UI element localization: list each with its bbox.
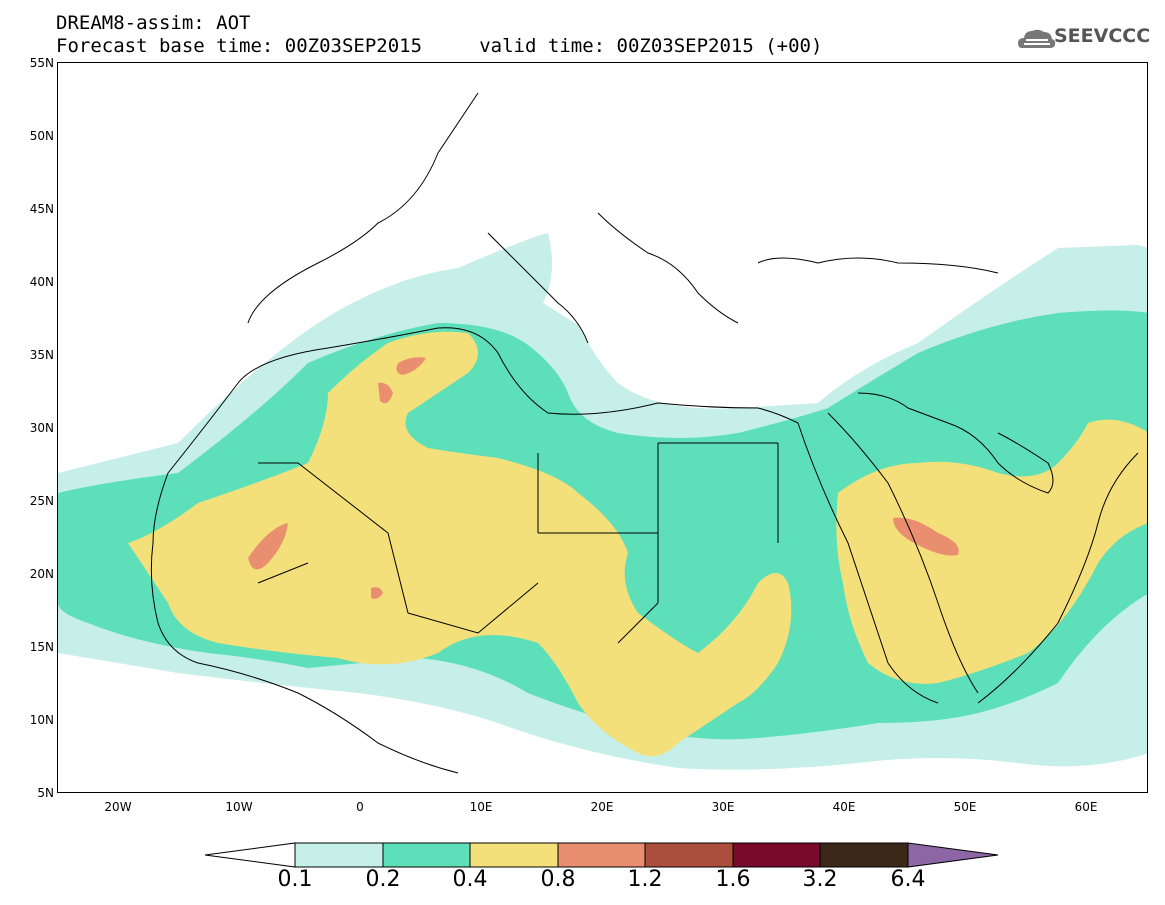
lat-label: 15N: [29, 640, 54, 654]
lon-label: 50E: [953, 800, 977, 814]
colorbar-label: 6.4: [890, 867, 926, 892]
lon-label: 10E: [469, 800, 493, 814]
aot-patch-0-8-d: [893, 517, 959, 556]
aot-patch-0-8-e: [371, 587, 383, 599]
lat-label: 55N: [29, 56, 54, 70]
lat-label: 30N: [29, 421, 54, 435]
colorbar-label: 1.6: [715, 867, 751, 892]
map-title: DREAM8-assim: AOT: [56, 12, 251, 34]
aot-band-0-4-arabia: [836, 419, 1147, 684]
colorbar-segment: [469, 842, 559, 868]
colorbar-high-arrow: [907, 842, 999, 868]
aot-band-0-4-sahara: [128, 331, 792, 757]
coastline-red-sea: [797, 412, 979, 704]
lat-label: 45N: [29, 202, 54, 216]
country-borders: [257, 392, 949, 644]
lon-label: 10W: [225, 800, 253, 814]
lon-label: 20E: [590, 800, 614, 814]
colorbar-segment: [644, 842, 734, 868]
coastline-arabia: [977, 452, 1139, 704]
coastline-persian-gulf: [947, 422, 1054, 494]
lat-label: 40N: [29, 275, 54, 289]
lat-label: 35N: [29, 348, 54, 362]
lat-label: 25N: [29, 494, 54, 508]
colorbar-label: 0.8: [540, 867, 576, 892]
lat-label: 10N: [29, 713, 54, 727]
colorbar-low-arrow: [205, 842, 296, 868]
colorbar-segment: [732, 842, 821, 868]
cloud-logo-icon: [1018, 29, 1056, 48]
aot-patch-0-8-a: [248, 523, 288, 570]
aot-patch-0-8-c: [378, 382, 393, 404]
coastline-europe: [247, 92, 999, 344]
logo-text: SEEVCCC: [1054, 25, 1151, 47]
lon-label: 30E: [711, 800, 735, 814]
colorbar-segment: [557, 842, 646, 868]
colorbar: [205, 842, 999, 868]
lon-label: 20W: [104, 800, 132, 814]
aot-map: [58, 92, 1147, 774]
colorbar-label: 3.2: [802, 867, 838, 892]
aot-patch-0-8-b: [396, 357, 426, 375]
colorbar-label: 0.1: [277, 867, 313, 892]
colorbar-segment: [819, 842, 909, 868]
lon-label: 60E: [1074, 800, 1098, 814]
colorbar-label: 1.2: [627, 867, 663, 892]
colorbar-label: 0.4: [452, 867, 488, 892]
colorbar-segment: [382, 842, 471, 868]
lon-label: 40E: [832, 800, 856, 814]
lat-label: 50N: [29, 129, 54, 143]
colorbar-segment: [294, 842, 384, 868]
lat-label: 5N: [37, 786, 54, 800]
lat-label: 20N: [29, 567, 54, 581]
lon-label: 0: [356, 800, 364, 814]
colorbar-label: 0.2: [365, 867, 401, 892]
forecast-times: Forecast base time: 00Z03SEP2015 valid t…: [56, 35, 823, 57]
map-area: [57, 62, 1148, 793]
coastline-west-africa: [150, 382, 459, 774]
coastline-north-africa: [237, 327, 799, 424]
